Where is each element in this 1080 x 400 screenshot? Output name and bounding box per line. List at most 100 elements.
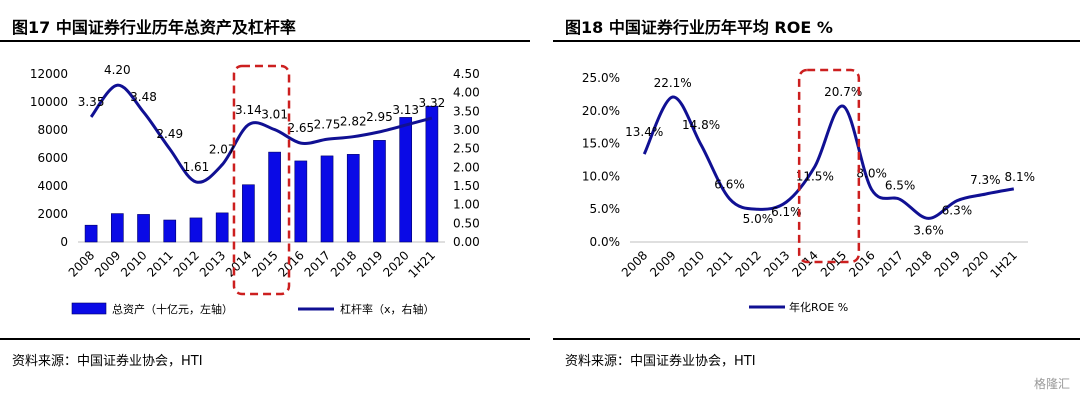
highlight-box	[232, 64, 291, 296]
asset-bar	[399, 117, 413, 243]
x-axis-tick-label: 1H21	[987, 248, 1019, 280]
right-source-bar: 资料来源：中国证券业协会，HTI	[553, 338, 1080, 369]
left-chart-svg: 0 2000 4000 6000 8000 10000 12000 0.00 0.50 1.00 1…	[30, 63, 480, 316]
legend-line-label: 年化ROE %	[789, 300, 848, 314]
leverage-data-label: 2.65	[287, 121, 314, 135]
x-axis-tick-label: 2012	[733, 248, 764, 279]
left-axis-tick-label: 6000	[37, 151, 68, 165]
roe-data-label: 14.8%	[682, 118, 720, 132]
right-axis-tick-label: 4.00	[453, 86, 480, 100]
roe-data-label: 6.6%	[714, 178, 745, 192]
x-axis-tick-label: 2011	[704, 248, 735, 279]
y-axis-tick-label: 0.0%	[590, 235, 621, 249]
x-axis-tick-label: 2018	[903, 248, 934, 279]
x-axis-tick-label: 2017	[875, 248, 906, 279]
roe-data-label: 6.5%	[885, 178, 916, 192]
left-source-bar: 资料来源：中国证券业协会，HTI	[0, 338, 530, 369]
right-source-note: 资料来源：中国证券业协会，HTI	[565, 354, 756, 369]
roe-data-label: 8.1%	[1005, 170, 1035, 184]
x-axis-tick-label: 2020	[960, 248, 991, 279]
roe-data-label: 7.3%	[970, 173, 1001, 187]
x-axis-tick-label: 2009	[647, 248, 678, 279]
right-chart-title: 图18 中国证券行业历年平均 ROE %	[565, 18, 833, 37]
legend-bar-label: 总资产（十亿元，左轴）	[112, 302, 233, 316]
roe-data-label: 3.6%	[913, 223, 944, 237]
right-chart-svg: 0.0% 5.0% 10.0% 15.0% 20.0% 25.0% 200820092010…	[582, 68, 1035, 314]
left-title-bar: 图17 中国证券行业历年总资产及杠杆率	[0, 10, 530, 42]
right-title-bar: 图18 中国证券行业历年平均 ROE %	[553, 10, 1080, 42]
x-axis-tick-label: 2016	[846, 248, 877, 279]
roe-line	[642, 95, 1015, 220]
x-axis-tick-label: 2018	[328, 248, 359, 279]
x-axis-tick-label: 2014	[789, 248, 820, 279]
watermark-logo: 格隆汇	[1033, 377, 1070, 391]
x-axis-tick-label: 2010	[118, 248, 149, 279]
left-axis-tick-label: 10000	[30, 95, 68, 109]
roe-data-label: 13.4%	[625, 125, 663, 139]
left-axis-tick-label: 8000	[37, 123, 68, 137]
roe-data-label: 6.3%	[942, 204, 973, 218]
roe-data-label: 20.7%	[824, 85, 862, 99]
x-axis-tick-label: 2013	[761, 248, 792, 279]
leverage-data-label: 3.32	[419, 96, 446, 110]
asset-bar	[346, 154, 360, 243]
leverage-line	[89, 83, 433, 184]
left-source-note: 资料来源：中国证券业协会，HTI	[12, 354, 203, 369]
leverage-data-label: 1.61	[183, 160, 210, 174]
x-axis-tick-label: 2015	[249, 248, 280, 279]
asset-bar	[84, 224, 98, 243]
right-axis-tick-label: 3.50	[453, 104, 480, 118]
x-axis-tick-label: 2009	[92, 248, 123, 279]
right-axis-tick-label: 0.50	[453, 216, 480, 230]
legend-bar-swatch	[71, 302, 107, 315]
leverage-data-label: 2.95	[366, 110, 393, 124]
y-axis-tick-label: 10.0%	[582, 169, 620, 183]
x-axis-tick-label: 2008	[66, 248, 97, 279]
asset-bar	[268, 151, 281, 243]
x-axis-tick-label: 2015	[818, 248, 849, 279]
leverage-data-label: 2.07	[209, 143, 236, 157]
x-axis-tick-label: 1H21	[406, 248, 438, 280]
left-axis-tick-label: 0	[60, 235, 68, 249]
x-axis-tick-label: 2014	[223, 248, 254, 279]
x-axis-tick-label: 2011	[144, 248, 175, 279]
leverage-data-label: 3.14	[235, 103, 262, 117]
asset-bar	[189, 217, 203, 243]
x-axis-tick-label: 2013	[197, 248, 228, 279]
leverage-data-label: 3.35	[78, 95, 105, 109]
x-axis-tick-label: 2017	[302, 248, 333, 279]
asset-bar	[215, 212, 229, 243]
asset-bar	[163, 219, 177, 243]
roe-data-label: 11.5%	[796, 170, 834, 184]
left-chart-panel: 图17 中国证券行业历年总资产及杠杆率 0 2000 4000 6000 8000 100…	[0, 0, 530, 400]
leverage-data-label: 3.01	[261, 108, 288, 122]
right-axis-tick-label: 2.00	[453, 160, 480, 174]
leverage-data-label: 2.82	[340, 115, 367, 129]
left-axis-tick-label: 12000	[30, 67, 68, 81]
x-axis-tick-label: 2012	[171, 248, 202, 279]
x-axis-tick-label: 2019	[354, 248, 385, 279]
x-axis-tick-label: 2008	[619, 248, 650, 279]
x-axis-tick-label: 2020	[380, 248, 411, 279]
x-axis-tick-label: 2019	[932, 248, 963, 279]
legend-line-label: 杠杆率（x，右轴）	[340, 302, 435, 316]
roe-data-label: 5.0%	[743, 212, 774, 226]
left-axis-tick-label: 4000	[37, 179, 68, 193]
x-axis-tick-label: 2016	[275, 248, 306, 279]
right-axis-tick-label: 1.50	[453, 179, 480, 193]
right-axis-tick-label: 1.00	[453, 198, 480, 212]
asset-bar	[110, 213, 124, 243]
asset-bar	[373, 140, 386, 243]
asset-bar	[242, 184, 255, 243]
asset-bar	[320, 155, 334, 243]
right-axis-tick-label: 3.00	[453, 123, 480, 137]
leverage-data-label: 2.49	[156, 127, 183, 141]
y-axis-tick-label: 5.0%	[590, 202, 621, 216]
roe-data-label: 8.0%	[856, 167, 887, 181]
y-axis-tick-label: 20.0%	[582, 104, 620, 118]
roe-data-label: 22.1%	[654, 76, 692, 90]
roe-data-label: 6.1%	[771, 205, 802, 219]
asset-bar	[137, 214, 150, 243]
highlight-box	[797, 68, 861, 264]
left-chart-title: 图17 中国证券行业历年总资产及杠杆率	[12, 18, 296, 37]
